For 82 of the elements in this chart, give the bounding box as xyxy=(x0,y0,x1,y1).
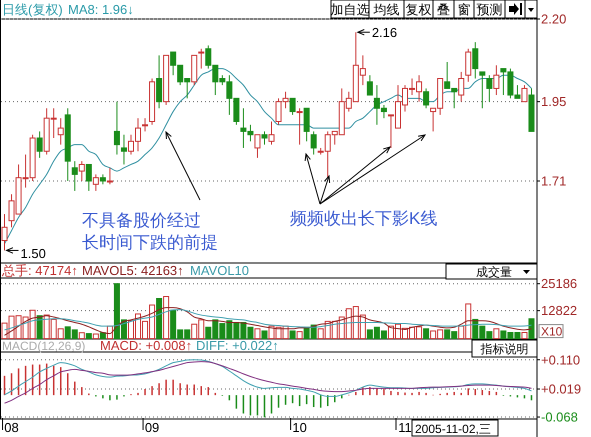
text: MA8: 1.96↓ xyxy=(68,2,134,17)
x-tick-label: 10 xyxy=(292,420,307,435)
x-tick-label: 08 xyxy=(4,420,19,435)
y-tick-label: 12822 xyxy=(541,303,578,318)
text: 总手: 47174↑ xyxy=(1,263,78,278)
candlestick xyxy=(486,74,492,102)
bar xyxy=(290,330,296,340)
annotation: 成交量 xyxy=(476,265,512,279)
annotation: MACD: +0.008↑ xyxy=(100,338,192,353)
candlestick xyxy=(36,130,43,158)
candlestick xyxy=(479,71,486,109)
candlestick xyxy=(156,54,162,109)
candlestick xyxy=(458,71,464,102)
chart-title: 日线(复权) xyxy=(2,2,63,17)
candlestick xyxy=(120,134,127,165)
candlestick xyxy=(100,174,106,185)
text: MAVOL5: 42163↑ xyxy=(82,263,184,278)
candlestick xyxy=(304,108,310,142)
candlestick xyxy=(296,108,303,146)
candlestick xyxy=(198,48,204,70)
bar xyxy=(163,296,170,340)
annotation: 频频收出长下影K线 xyxy=(290,209,438,228)
y-tick-label: -0.068 xyxy=(541,410,578,425)
candlestick xyxy=(290,98,296,116)
bar xyxy=(156,298,162,340)
bar xyxy=(100,332,106,340)
line-series xyxy=(4,307,532,336)
candlestick xyxy=(261,130,268,146)
text: 预测 xyxy=(476,2,502,17)
text: 均线 xyxy=(372,2,400,17)
candlestick xyxy=(521,84,528,102)
bar xyxy=(78,332,85,340)
y-axis-title: X10 xyxy=(541,324,563,339)
candlestick xyxy=(423,88,430,109)
text: 窗 xyxy=(458,2,470,17)
annotation: 长时间下跌的前提 xyxy=(82,233,218,252)
x-tick-label: 11 xyxy=(398,420,412,435)
candlestick xyxy=(268,120,275,146)
bar xyxy=(36,315,43,340)
annotation: 2.16 xyxy=(372,24,398,40)
text: 复权 xyxy=(406,2,432,17)
candlestick xyxy=(92,174,99,192)
candlestick xyxy=(106,167,113,185)
bar xyxy=(261,330,268,340)
bar xyxy=(296,331,303,340)
text: MAVOL10 xyxy=(190,263,250,278)
candlestick xyxy=(114,101,120,156)
candlestick xyxy=(86,164,92,192)
candlestick xyxy=(254,134,260,158)
text: 叠 xyxy=(437,2,450,17)
candlestick xyxy=(72,160,78,192)
annotation: 不具备股价经过 xyxy=(82,211,201,230)
y-tick-label: +0.019 xyxy=(541,382,582,397)
candlestick xyxy=(58,118,64,146)
annotation: 指标说明 xyxy=(480,342,528,356)
candlestick xyxy=(493,64,500,96)
y-tick-label: +0.110 xyxy=(541,352,580,368)
candlestick xyxy=(142,118,148,132)
x-tick-label: 09 xyxy=(144,420,160,435)
y-tick-label: 25186 xyxy=(541,276,578,292)
candlestick xyxy=(366,74,373,96)
candlestick xyxy=(465,48,472,82)
y-tick-label: 1.95 xyxy=(541,94,566,110)
line-series xyxy=(4,309,532,330)
annotation: 1.50 xyxy=(20,246,46,262)
text: 加自选 xyxy=(330,2,370,17)
candlestick xyxy=(78,160,85,182)
line-series xyxy=(4,359,532,397)
y-tick-label: 1.71 xyxy=(541,174,566,189)
bar xyxy=(92,334,99,340)
candlestick xyxy=(310,130,317,156)
line-series xyxy=(4,361,532,404)
candlestick xyxy=(2,214,8,251)
y-tick-label: 2.20 xyxy=(541,12,566,27)
bar xyxy=(528,318,534,340)
bar xyxy=(86,333,92,340)
bar xyxy=(423,328,430,340)
bar xyxy=(254,328,260,340)
candlestick xyxy=(472,42,478,80)
annotation: DIFF: +0.022↑ xyxy=(196,338,279,353)
text: 2005-11-02,三 xyxy=(415,422,491,436)
chart-title: MACD(12,26,9) xyxy=(2,339,86,353)
